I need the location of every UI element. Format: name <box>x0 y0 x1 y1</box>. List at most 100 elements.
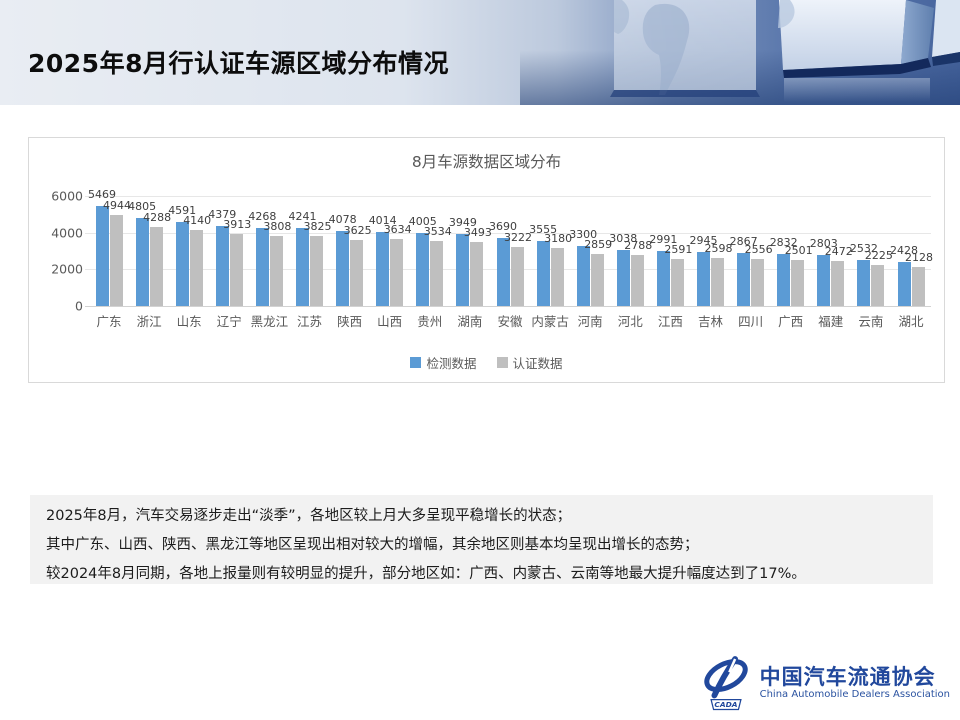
chart-panel: 8月车源数据区域分布 0 2000 4000 6000 5469 4944 广东 4805 42… <box>28 137 945 383</box>
bar-认证数据-安徽 <box>510 246 524 306</box>
gridline <box>85 232 931 234</box>
data-label: 2945 <box>689 234 718 247</box>
bar-检测数据-江西 <box>656 251 670 306</box>
summary-line-1: 2025年8月，汽车交易逐步走出“淡季”，各地区较上月大多呈现平稳增长的状态； <box>46 508 572 524</box>
bar-检测数据-湖北 <box>897 261 911 306</box>
bar-认证数据-吉林 <box>711 258 724 306</box>
data-label: 3534 <box>423 225 452 239</box>
bar-认证数据-河南 <box>590 253 604 306</box>
data-label: 3913 <box>223 218 252 232</box>
data-label: 5469 <box>88 187 116 201</box>
y-axis-tick-label: 4000 <box>51 225 83 241</box>
data-label: 3634 <box>383 223 412 237</box>
data-label: 3222 <box>504 230 532 244</box>
bar-检测数据-山西 <box>376 232 390 306</box>
legend-swatch <box>496 357 508 368</box>
bar-认证数据-四川 <box>751 259 765 306</box>
data-label: 3690 <box>489 220 517 234</box>
data-label: 2591 <box>664 242 693 256</box>
legend-label: 认证数据 <box>512 356 563 371</box>
org-name-block: 中国汽车流通协会 China Automobile Dealers Associ… <box>760 665 950 701</box>
chart-legend: 检测数据 认证数据 <box>29 353 944 372</box>
bar-检测数据-湖南 <box>456 233 470 306</box>
data-label: 2556 <box>744 243 773 257</box>
bar-检测数据-福建 <box>817 254 831 306</box>
data-label: 3038 <box>609 232 638 246</box>
data-label: 2859 <box>584 237 613 251</box>
chart-title: 8月车源数据区域分布 <box>411 153 562 171</box>
data-label: 3180 <box>544 231 573 245</box>
bar-认证数据-湖南 <box>470 242 484 306</box>
data-label: 2428 <box>890 243 918 257</box>
bar-检测数据-内蒙古 <box>536 240 550 306</box>
x-axis-label: 山东 <box>176 314 202 329</box>
bar-认证数据-辽宁 <box>229 234 243 306</box>
bar-检测数据-辽宁 <box>215 225 229 306</box>
y-axis-tick-label: 2000 <box>51 261 83 277</box>
data-label: 4591 <box>168 203 197 217</box>
data-label: 4014 <box>368 214 397 228</box>
x-axis-label: 吉林 <box>697 314 724 329</box>
x-axis-label: 安徽 <box>497 314 523 329</box>
x-axis-label: 广东 <box>96 314 122 329</box>
data-label: 4078 <box>328 213 357 227</box>
bar-检测数据-黑龙江 <box>255 227 269 306</box>
data-label: 2501 <box>784 244 813 258</box>
data-label: 2128 <box>905 251 933 264</box>
y-axis-tick-label: 0 <box>75 298 83 314</box>
bar-认证数据-内蒙古 <box>550 247 564 306</box>
data-label: 3625 <box>343 223 372 237</box>
summary-line-2: 其中广东、山西、陕西、黑龙江等地区呈现出相对较大的增幅，其余地区则基本均呈现出增… <box>46 537 699 553</box>
data-label: 2472 <box>824 244 853 258</box>
bar-认证数据-广西 <box>791 260 805 306</box>
x-axis-label: 内蒙古 <box>531 314 569 329</box>
x-axis-label: 云南 <box>858 314 884 329</box>
legend-label: 检测数据 <box>426 356 477 371</box>
x-axis-label: 贵州 <box>417 314 443 329</box>
x-axis-label: 辽宁 <box>216 314 242 329</box>
x-axis-label: 山西 <box>377 314 403 329</box>
bar-认证数据-江西 <box>670 258 684 306</box>
data-label: 2991 <box>649 233 678 247</box>
legend-item-检测数据: 检测数据 <box>410 353 477 372</box>
bar-检测数据-四川 <box>737 253 751 306</box>
data-label: 3555 <box>529 222 558 236</box>
bar-认证数据-江苏 <box>310 235 323 306</box>
data-label: 3493 <box>463 226 492 239</box>
summary-line-3: 较2024年8月同期，各地上报量则有较明显的提升，部分地区如：广西、内蒙古、云南… <box>46 566 806 582</box>
data-label: 3825 <box>303 219 332 233</box>
bar-检测数据-广东 <box>95 205 109 306</box>
data-label: 2788 <box>624 238 653 252</box>
x-axis-label: 陕西 <box>337 314 363 329</box>
bar-认证数据-广东 <box>109 215 123 306</box>
bar-chart-plot: 0 2000 4000 6000 5469 4944 广东 4805 4288 浙江 4591 414… <box>29 138 944 382</box>
data-label: 4268 <box>248 209 277 223</box>
x-axis-label: 黑龙江 <box>250 314 289 329</box>
data-label: 3949 <box>448 215 477 229</box>
data-label: 2867 <box>729 235 758 249</box>
bar-认证数据-福建 <box>831 260 845 306</box>
data-label: 4005 <box>408 214 437 228</box>
bar-认证数据-山东 <box>189 230 203 306</box>
data-label: 4288 <box>143 211 172 225</box>
data-label: 4805 <box>128 199 157 213</box>
org-name-cn: 中国汽车流通协会 <box>759 665 936 689</box>
x-axis-line <box>85 306 931 307</box>
data-label: 2832 <box>769 236 798 250</box>
bar-认证数据-贵州 <box>430 241 444 306</box>
cada-logo-icon: CADA <box>703 656 748 711</box>
page-title: 2025年8月行认证车源区域分布情况 <box>28 49 449 78</box>
cada-acronym-text: CADA <box>714 700 737 709</box>
bar-检测数据-河北 <box>616 250 630 306</box>
legend-item-认证数据: 认证数据 <box>496 353 563 372</box>
legend-swatch <box>410 357 422 368</box>
bar-认证数据-浙江 <box>149 227 163 306</box>
org-logo: CADA 中国汽车流通协会 China Automobile Dealers A… <box>701 654 950 712</box>
bar-检测数据-山东 <box>175 221 189 306</box>
bar-认证数据-山西 <box>390 239 404 306</box>
x-axis-label: 江西 <box>657 314 683 329</box>
bar-检测数据-江苏 <box>296 228 309 306</box>
x-axis-label: 湖北 <box>898 314 924 329</box>
x-axis-label: 河南 <box>577 314 603 329</box>
